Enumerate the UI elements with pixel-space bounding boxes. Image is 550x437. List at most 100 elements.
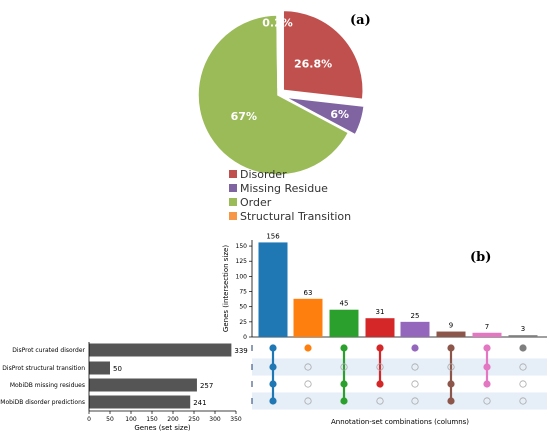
matrix-dot-empty (519, 380, 527, 388)
set-size-bars: 339 DisProt curated disorder 50 DisProt str… (0, 343, 248, 409)
matrix-dot-filled (519, 344, 527, 352)
set-x-tick-label: 50 (106, 416, 114, 423)
set-x-tick-label: 300 (209, 416, 221, 423)
matrix-dot-filled (269, 363, 277, 371)
legend-swatch-missing-residue (229, 184, 237, 192)
legend-label-disorder: Disorder (240, 168, 287, 181)
matrix-dot-empty (376, 363, 384, 371)
pie-slices (197, 7, 366, 176)
pie-slice-missing-residue (284, 96, 366, 136)
matrix-dot-empty (340, 363, 348, 371)
matrix-dot-filled (269, 397, 277, 405)
matrix-row-stripes (252, 358, 547, 410)
matrix-dot-filled (304, 344, 312, 352)
intersection-bar (293, 298, 323, 337)
intersection-bar-value: 63 (304, 289, 313, 297)
set-size-value: 241 (193, 399, 206, 407)
intersection-bar-value: 25 (411, 312, 420, 320)
legend-label-structural-transition: Structural Transition (240, 210, 351, 223)
set-label: DisProt curated disorder (12, 347, 85, 354)
pie-label-missing-residue: 6% (330, 108, 349, 121)
matrix-dot-empty (304, 363, 312, 371)
pie-label-order: 67% (231, 110, 257, 123)
matrix-row-stripe (252, 392, 547, 410)
set-size-bar (89, 395, 191, 409)
pie-slice-structural-transition (276, 7, 279, 89)
set-size-value: 50 (113, 365, 122, 373)
set-label: MobiDB missing residues (10, 382, 85, 389)
set-size-bar (89, 361, 110, 375)
matrix-dot-filled (447, 380, 455, 388)
y-tick-label: 100 (236, 273, 248, 280)
intersection-bar (400, 321, 430, 337)
set-size-value: 339 (234, 347, 247, 355)
matrix-dot-filled (376, 380, 384, 388)
matrix-dot-empty (411, 397, 419, 405)
pie-slice-disorder (282, 9, 364, 101)
intersection-bar-value: 156 (266, 232, 280, 240)
matrix-dot-filled (340, 397, 348, 405)
matrix-dot-filled (376, 344, 384, 352)
matrix-dot-filled (340, 344, 348, 352)
matrix-dot-empty (376, 397, 384, 405)
legend-label-missing-residue: Missing Residue (240, 182, 328, 195)
legend-swatch-disorder (229, 170, 237, 178)
matrix-x-axis-label: Annotation-set combinations (columns) (331, 418, 469, 426)
intersection-bars: 156 63 45 31 25 9 7 3 (258, 232, 538, 337)
matrix-row-stripe (252, 358, 547, 376)
y-tick-label: 150 (236, 243, 248, 250)
matrix-dot-filled (447, 397, 455, 405)
set-x-tick-label: 200 (167, 416, 179, 423)
y-tick-label: 50 (239, 304, 247, 311)
pie-labels: 26.8% 6% 67% 0.2% (231, 16, 349, 122)
matrix-dot-empty (304, 397, 312, 405)
intersection-bar (508, 335, 538, 337)
y-tick-label: 75 (239, 289, 247, 296)
intersection-bar-value: 45 (340, 300, 349, 308)
matrix-dot-filled (340, 380, 348, 388)
set-size-bar (89, 378, 197, 392)
matrix-dot-filled (447, 344, 455, 352)
set-size-x-axis: 0 50 100 150 200 250 300 350 Genes (set size) (87, 342, 242, 432)
intersection-bar-value: 31 (376, 308, 385, 316)
panel-b-upset-plot: (b) 0 25 50 75 100 125 150 Genes (intersection … (0, 232, 547, 432)
set-size-bar (89, 343, 232, 357)
legend-swatch-order (229, 198, 237, 206)
set-size-value: 257 (200, 382, 213, 390)
matrix-dot-empty (519, 397, 527, 405)
set-label: MobiDB disorder predictions (0, 399, 85, 406)
intersection-matrix (251, 344, 527, 405)
intersection-bar-value: 3 (521, 325, 525, 333)
y-tick-label: 125 (236, 258, 248, 265)
legend-swatch-structural-transition (229, 212, 237, 220)
matrix-dot-filled (269, 380, 277, 388)
matrix-dot-filled (483, 363, 491, 371)
intersection-bar-value: 9 (449, 322, 453, 330)
set-label: DisProt structural transition (2, 365, 85, 372)
pie-slice-order (197, 14, 350, 176)
set-x-axis-label: Genes (set size) (134, 424, 191, 432)
set-x-tick-label: 150 (146, 416, 158, 423)
matrix-dot-empty (411, 363, 419, 371)
intersection-bar (329, 309, 359, 337)
matrix-dot-empty (411, 380, 419, 388)
matrix-dot-empty (483, 397, 491, 405)
pie-label-structural-transition: 0.2% (262, 16, 293, 29)
matrix-dot-empty (447, 363, 455, 371)
set-x-tick-label: 350 (230, 416, 242, 423)
matrix-dot-filled (411, 344, 419, 352)
intersection-bar (258, 242, 288, 337)
set-x-tick-label: 100 (125, 416, 137, 423)
intersection-bar-value: 7 (485, 323, 489, 331)
matrix-dot-filled (483, 380, 491, 388)
matrix-dot-empty (304, 380, 312, 388)
pie-label-disorder: 26.8% (294, 58, 332, 71)
matrix-dot-filled (269, 344, 277, 352)
y-tick-label: 25 (239, 319, 247, 326)
matrix-dot-filled (483, 344, 491, 352)
panel-b-label: (b) (470, 250, 491, 265)
intersection-y-axis: 0 25 50 75 100 125 150 Genes (intersection size… (222, 240, 547, 341)
